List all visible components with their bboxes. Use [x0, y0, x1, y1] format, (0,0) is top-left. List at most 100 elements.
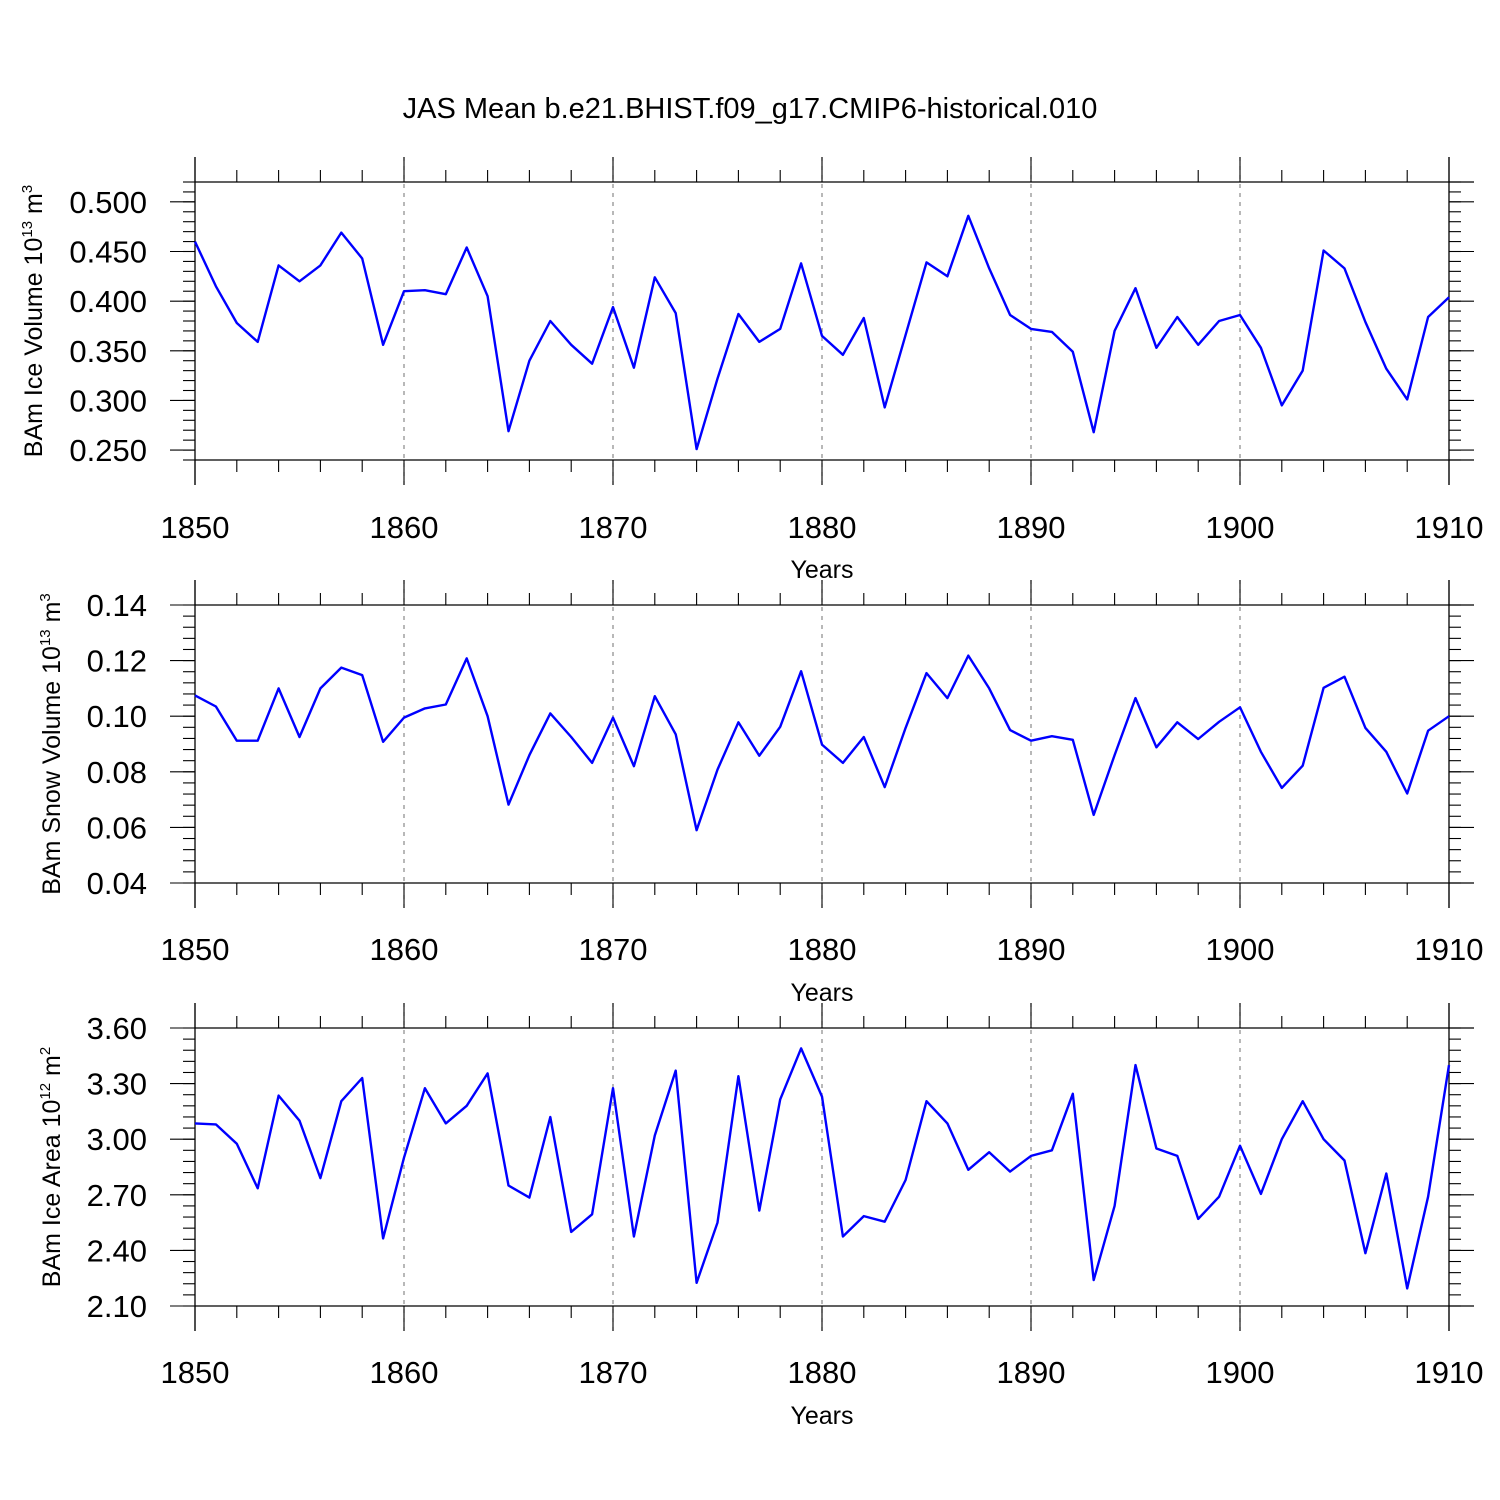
data-point [277, 687, 279, 689]
data-point [591, 762, 593, 764]
data-point [1009, 1170, 1011, 1172]
chart-panel-ice-volume: 0.250 0.300 0.350 0.400 0.450 0.500 1850 1860 18… [19, 157, 1483, 584]
data-point [1322, 249, 1324, 251]
data-point [1322, 687, 1324, 689]
y-tick-label: 2.10 [87, 1289, 147, 1324]
y-tick-label: 0.400 [69, 284, 147, 319]
data-point [1302, 369, 1304, 371]
data-point [695, 1282, 697, 1284]
data-point [925, 1100, 927, 1102]
data-point [758, 754, 760, 756]
y-axis-label: BAm Snow Volume 1013 m3 [37, 593, 66, 895]
series-line-ice-volume [193, 214, 1450, 451]
data-point [277, 1094, 279, 1096]
x-tick-label: 1890 [997, 932, 1066, 967]
y-tick-label: 3.30 [87, 1067, 147, 1102]
data-point [1427, 729, 1429, 731]
data-point [1239, 1144, 1241, 1146]
data-point [361, 257, 363, 259]
data-point [1197, 344, 1199, 346]
data-point [1072, 739, 1074, 741]
data-point [633, 1235, 635, 1237]
data-point [633, 366, 635, 368]
data-point [424, 289, 426, 291]
data-point [570, 1231, 572, 1233]
data-point [716, 377, 718, 379]
y-tick-label: 0.500 [69, 185, 147, 220]
data-point [863, 736, 865, 738]
data-point [1030, 739, 1032, 741]
data-point [486, 295, 488, 297]
x-tick-label: 1900 [1206, 1355, 1275, 1390]
data-point [1134, 1064, 1136, 1066]
data-point [528, 754, 530, 756]
data-point [424, 1087, 426, 1089]
data-point [1239, 314, 1241, 316]
data-point [1093, 1279, 1095, 1281]
data-point [1134, 287, 1136, 289]
data-point [528, 1196, 530, 1198]
data-point [382, 741, 384, 743]
data-point [758, 341, 760, 343]
y-tick-label: 0.250 [69, 433, 147, 468]
data-point [1448, 715, 1450, 717]
data-point [340, 666, 342, 668]
data-point [1155, 347, 1157, 349]
data-point [737, 721, 739, 723]
data-point [675, 312, 677, 314]
figure-title: JAS Mean b.e21.BHIST.f09_g17.CMIP6-histo… [403, 93, 1098, 125]
data-point [403, 716, 405, 718]
data-point [194, 240, 196, 242]
data-point [466, 657, 468, 659]
data-point [1113, 754, 1115, 756]
data-point [215, 1123, 217, 1125]
data-point [257, 739, 259, 741]
data-point [1218, 1195, 1220, 1197]
data-point [1427, 316, 1429, 318]
data-point [1155, 1147, 1157, 1149]
data-point [591, 362, 593, 364]
data-point [967, 1169, 969, 1171]
x-tick-label: 1870 [579, 1355, 648, 1390]
data-point [298, 280, 300, 282]
data-point [1281, 787, 1283, 789]
data-point [591, 1213, 593, 1215]
data-point [1176, 721, 1178, 723]
data-point [842, 762, 844, 764]
chart-panel-snow-volume: 0.04 0.06 0.08 0.10 0.12 0.14 1850 1860 1870 1880… [37, 580, 1483, 1007]
x-tick-label: 1910 [1415, 510, 1484, 545]
data-point [758, 1209, 760, 1211]
data-point [570, 344, 572, 346]
data-point [612, 306, 614, 308]
data-point [445, 293, 447, 295]
x-tick-label: 1900 [1206, 932, 1275, 967]
data-point [424, 707, 426, 709]
data-point [236, 322, 238, 324]
data-point [1030, 328, 1032, 330]
y-tick-label: 2.70 [87, 1178, 147, 1213]
data-point [1218, 320, 1220, 322]
y-axis-label-main: BAm Ice Area 10 [38, 1100, 66, 1288]
y-tick-label: 0.04 [87, 866, 147, 901]
data-point [695, 829, 697, 831]
x-tick-label: 1860 [370, 510, 439, 545]
data-point [298, 1119, 300, 1121]
data-point [1406, 1287, 1408, 1289]
data-point [1260, 751, 1262, 753]
x-tick-label: 1870 [579, 932, 648, 967]
data-point [654, 695, 656, 697]
data-point [445, 703, 447, 705]
data-point [904, 1179, 906, 1181]
x-tick-label: 1880 [788, 1355, 857, 1390]
data-point [445, 1122, 447, 1124]
y-tick-label: 0.450 [69, 235, 147, 270]
data-point [737, 1075, 739, 1077]
data-point [988, 267, 990, 269]
data-point [1218, 721, 1220, 723]
data-point [1239, 706, 1241, 708]
y-axis-label-main: BAm Snow Volume 10 [38, 646, 66, 895]
data-point [821, 335, 823, 337]
data-point [946, 697, 948, 699]
data-point [967, 215, 969, 217]
